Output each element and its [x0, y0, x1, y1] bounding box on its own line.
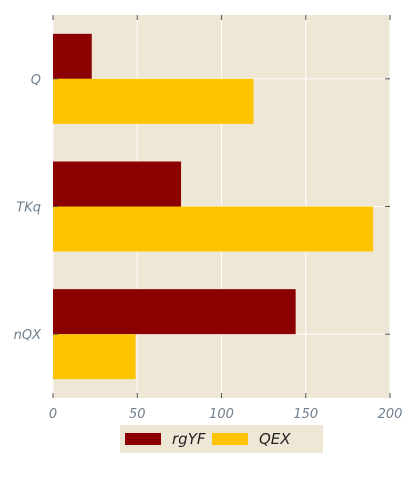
x-tick-label: 200: [378, 407, 403, 422]
y-tick-label: TKq: [16, 201, 41, 216]
x-tick-label: 100: [209, 407, 234, 422]
bar-rgYF-nQX: [53, 289, 296, 335]
y-tick-label: nQX: [14, 328, 42, 343]
x-tick-label: 150: [293, 407, 318, 422]
bar-rgYF-Q: [53, 33, 92, 79]
legend-swatch-QEX: [212, 433, 248, 445]
x-tick-label: 0: [49, 407, 57, 422]
bars: [53, 33, 374, 380]
axis-ticks: 0 50 100 150 200 Q TKq nQX: [14, 15, 403, 422]
bar-QEX-nQX: [53, 334, 136, 380]
bar-QEX-TKq: [53, 206, 374, 252]
y-tick-label: Q: [31, 73, 41, 88]
bar-rgYF-TKq: [53, 161, 182, 207]
x-tick-label: 50: [129, 407, 146, 422]
legend-label-rgYF: rgYF: [172, 430, 206, 448]
legend-swatch-rgYF: [125, 433, 161, 445]
bar-QEX-Q: [53, 78, 254, 124]
legend: rgYF QEX: [120, 425, 323, 453]
legend-label-QEX: QEX: [259, 430, 291, 448]
